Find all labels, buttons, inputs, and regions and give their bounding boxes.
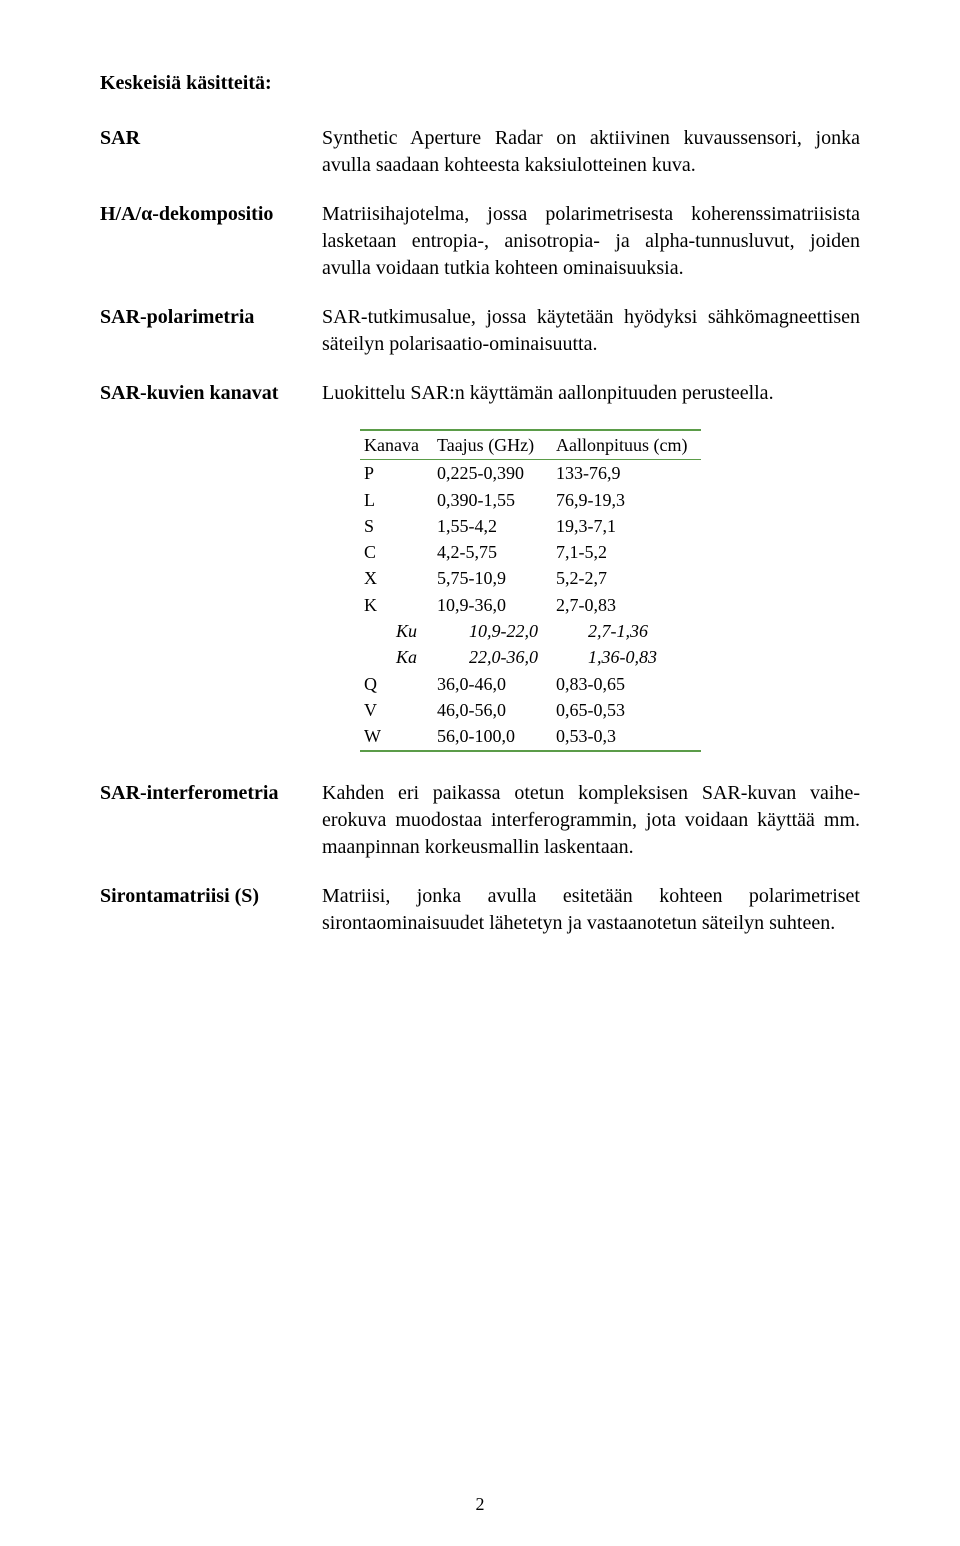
table-row: X5,75-10,95,2-2,7 [360,565,701,591]
table-row: C4,2-5,757,1-5,2 [360,539,701,565]
cell-taajuus: 46,0-56,0 [433,697,552,723]
cell-taajuus: 56,0-100,0 [433,723,552,750]
table-body: P0,225-0,390133-76,9L0,390-1,5576,9-19,3… [360,460,701,751]
definitions-list-after: SAR-interferometriaKahden eri paikassa o… [100,780,860,937]
cell-kanava: Q [360,671,433,697]
cell-kanava: X [360,565,433,591]
col-taajuus: Taajus (GHz) [433,430,552,460]
cell-aallonpituus: 0,83-0,65 [552,671,701,697]
definition-term: SAR-interferometria [100,780,322,861]
definitions-list: SARSynthetic Aperture Radar on aktiivine… [100,125,860,407]
cell-taajuus: 0,390-1,55 [433,487,552,513]
cell-aallonpituus: 7,1-5,2 [552,539,701,565]
cell-kanava: S [360,513,433,539]
definition-text: Kahden eri paikassa otetun kompleksisen … [322,780,860,861]
definition-row: SAR-polarimetriaSAR-tutkimusalue, jossa … [100,304,860,358]
cell-kanava: V [360,697,433,723]
cell-taajuus: 22,0-36,0 [433,644,552,670]
cell-taajuus: 0,225-0,390 [433,460,552,487]
definition-term: H/A/α-dekompositio [100,201,322,282]
cell-kanava: W [360,723,433,750]
cell-aallonpituus: 0,53-0,3 [552,723,701,750]
table-row: L0,390-1,5576,9-19,3 [360,487,701,513]
definition-text: Synthetic Aperture Radar on aktiivinen k… [322,125,860,179]
cell-taajuus: 10,9-22,0 [433,618,552,644]
definition-row: SARSynthetic Aperture Radar on aktiivine… [100,125,860,179]
cell-aallonpituus: 133-76,9 [552,460,701,487]
cell-aallonpituus: 2,7-0,83 [552,592,701,618]
channel-table: Kanava Taajus (GHz) Aallonpituus (cm) P0… [360,429,701,752]
cell-aallonpituus: 19,3-7,1 [552,513,701,539]
channel-table-wrap: Kanava Taajus (GHz) Aallonpituus (cm) P0… [360,429,860,752]
col-aallonp: Aallonpituus (cm) [552,430,701,460]
table-row: S1,55-4,219,3-7,1 [360,513,701,539]
cell-taajuus: 4,2-5,75 [433,539,552,565]
cell-kanava: P [360,460,433,487]
page-title: Keskeisiä käsitteitä: [100,70,860,97]
definition-term: SAR-kuvien kanavat [100,380,322,407]
table-row: K10,9-36,02,7-0,83 [360,592,701,618]
cell-aallonpituus: 76,9-19,3 [552,487,701,513]
cell-aallonpituus: 0,65-0,53 [552,697,701,723]
definition-term: SAR [100,125,322,179]
cell-kanava: Ku [360,618,433,644]
table-row: V46,0-56,00,65-0,53 [360,697,701,723]
table-row: Q36,0-46,00,83-0,65 [360,671,701,697]
definition-text: SAR-tutkimusalue, jossa käytetään hyödyk… [322,304,860,358]
table-row: W56,0-100,00,53-0,3 [360,723,701,750]
table-row: Ku10,9-22,02,7-1,36 [360,618,701,644]
cell-kanava: C [360,539,433,565]
definition-term: Sirontamatriisi (S) [100,883,322,937]
cell-aallonpituus: 5,2-2,7 [552,565,701,591]
table-row: Ka22,0-36,01,36-0,83 [360,644,701,670]
page-number: 2 [0,1492,960,1516]
page: Keskeisiä käsitteitä: SARSynthetic Apert… [0,0,960,1546]
table-header-row: Kanava Taajus (GHz) Aallonpituus (cm) [360,430,701,460]
cell-kanava: Ka [360,644,433,670]
cell-taajuus: 10,9-36,0 [433,592,552,618]
cell-kanava: L [360,487,433,513]
definition-row: SAR-interferometriaKahden eri paikassa o… [100,780,860,861]
cell-taajuus: 36,0-46,0 [433,671,552,697]
definition-row: SAR-kuvien kanavatLuokittelu SAR:n käytt… [100,380,860,407]
definition-text: Luokittelu SAR:n käyttämän aallonpituude… [322,380,860,407]
cell-taajuus: 5,75-10,9 [433,565,552,591]
cell-taajuus: 1,55-4,2 [433,513,552,539]
definition-row: H/A/α-dekompositioMatriisihajotelma, jos… [100,201,860,282]
cell-aallonpituus: 2,7-1,36 [552,618,701,644]
definition-text: Matriisihajotelma, jossa polarimetrisest… [322,201,860,282]
cell-aallonpituus: 1,36-0,83 [552,644,701,670]
table-row: P0,225-0,390133-76,9 [360,460,701,487]
cell-kanava: K [360,592,433,618]
col-kanava: Kanava [360,430,433,460]
definition-term: SAR-polarimetria [100,304,322,358]
definition-row: Sirontamatriisi (S)Matriisi, jonka avull… [100,883,860,937]
definition-text: Matriisi, jonka avulla esitetään kohteen… [322,883,860,937]
